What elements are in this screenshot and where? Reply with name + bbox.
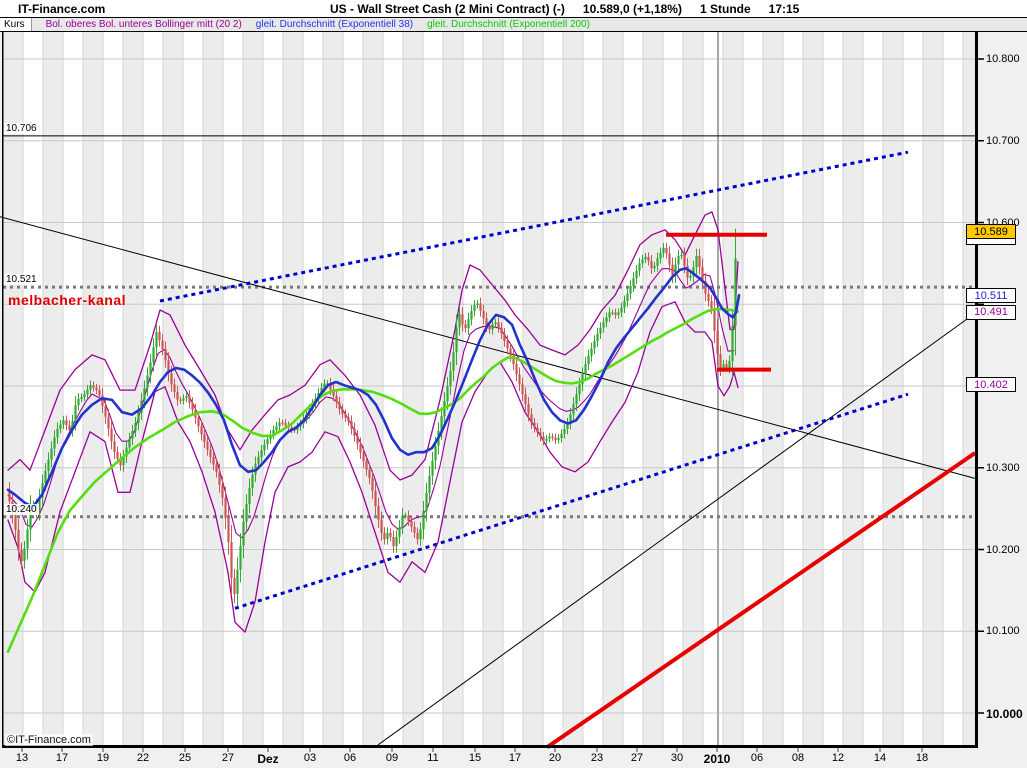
- y-axis-tick-label: 10.800: [986, 53, 1020, 65]
- x-axis-tick-label: 25: [178, 752, 192, 764]
- x-axis-tick-label: 27: [221, 752, 235, 764]
- x-axis-tick-label: 22: [136, 752, 150, 764]
- instrument-name: US - Wall Street Cash (2 Mini Contract) …: [330, 1, 565, 16]
- price-level-label: 10.240: [4, 503, 39, 515]
- axis-value-box-bollinger-mitt: 10.491: [966, 304, 1016, 320]
- instrument-title-group: US - Wall Street Cash (2 Mini Contract) …: [330, 0, 799, 17]
- legend-kurs[interactable]: Kurs: [0, 18, 32, 31]
- x-axis-tick-label: 19: [96, 752, 110, 764]
- legend-bar: Kurs Bol. oberes Bol. unteres Bollinger …: [0, 18, 1027, 32]
- channel-annotation-label: melbacher-kanal: [8, 292, 126, 308]
- x-axis-tick-label: 17: [508, 752, 522, 764]
- y-axis-tick-label: 10.100: [986, 625, 1020, 638]
- last-quote: 10.589,0 (+1,18%): [582, 1, 682, 16]
- legend-bollinger[interactable]: Bol. oberes Bol. unteres Bollinger mitt …: [45, 19, 242, 30]
- x-axis-tick-label: 27: [630, 752, 644, 764]
- x-axis-tick-label: 11: [427, 752, 439, 764]
- price-level-label: 10.521: [4, 274, 39, 286]
- brand-logo-text: IT-Finance.com: [18, 1, 106, 16]
- x-axis-tick-label: 03: [303, 752, 317, 764]
- x-axis-tick-label: 06: [750, 752, 764, 764]
- x-axis-tick-label: 23: [590, 752, 604, 764]
- x-axis-tick-label: 08: [791, 752, 805, 764]
- x-axis-tick-label: 15: [468, 752, 482, 764]
- x-axis-tick-label: 12: [831, 752, 845, 764]
- title-bar: IT-Finance.com US - Wall Street Cash (2 …: [0, 0, 1027, 18]
- x-axis-tick-label: Dez: [257, 752, 279, 766]
- x-axis-tick-label: 17: [55, 752, 69, 764]
- axis-value-box-kurs: 10.589: [966, 224, 1016, 240]
- y-axis-tick-label: 10.000: [986, 707, 1023, 721]
- price-level-label: 10.706: [4, 122, 39, 134]
- timeframe-label: 1 Stunde: [699, 1, 751, 16]
- x-axis-tick-label: 09: [385, 752, 399, 764]
- copyright-watermark: ©IT-Finance.com: [5, 734, 93, 746]
- x-axis-tick-label: 18: [915, 752, 929, 764]
- time-label: 17:15: [768, 1, 800, 16]
- legend-ema38[interactable]: gleit. Durchschnitt (Exponentiell 38): [255, 19, 414, 30]
- x-axis-tick-label: 14: [873, 752, 887, 764]
- y-axis-tick-label: 10.300: [986, 461, 1020, 474]
- x-axis-tick-label: 2010: [703, 752, 731, 766]
- x-axis-tick-label: 20: [548, 752, 562, 764]
- x-axis-tick-label: 13: [15, 752, 29, 764]
- y-axis-tick-label: 10.700: [986, 134, 1020, 147]
- axis-value-box-bollinger-unteres: 10.402: [966, 377, 1016, 393]
- axis-value-box-ema38: 10.511: [966, 288, 1016, 304]
- y-axis-tick-label: 10.200: [986, 543, 1020, 556]
- legend-ema200[interactable]: gleit. Durchschnitt (Exponentiell 200): [427, 19, 590, 30]
- x-axis-tick-label: 30: [670, 752, 684, 764]
- x-axis-tick-label: 06: [343, 752, 357, 764]
